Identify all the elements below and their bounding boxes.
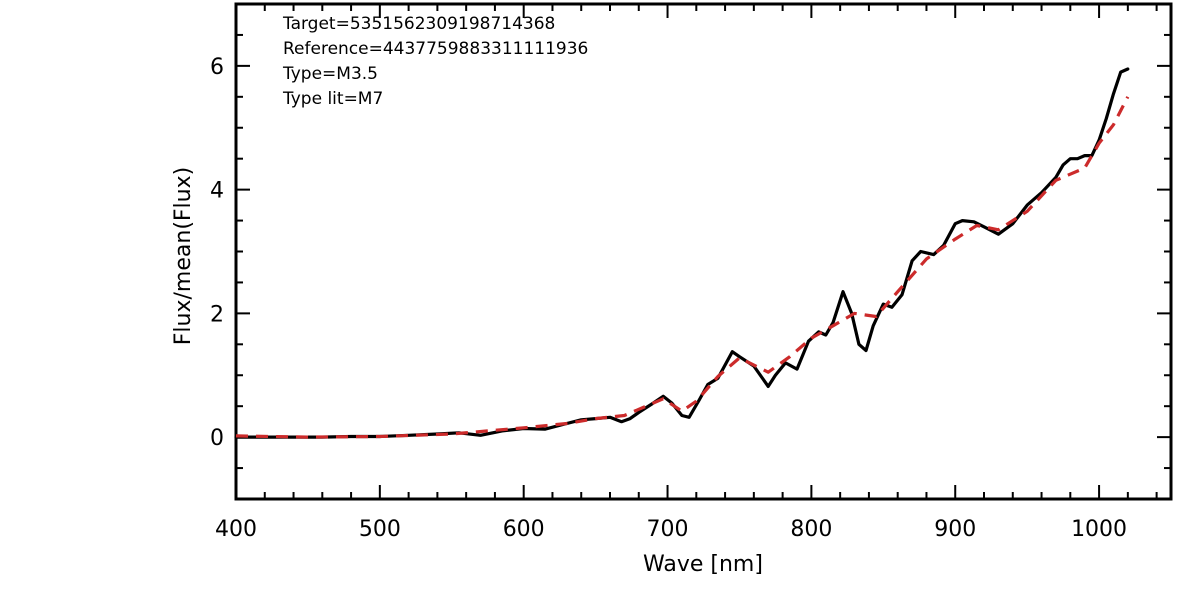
x-tick-label: 400: [215, 517, 257, 542]
x-tick-label: 600: [503, 517, 545, 542]
annotation-line: Target=5351562309198714368: [282, 14, 555, 34]
x-tick-label: 800: [790, 517, 832, 542]
tick-marks: [235, 3, 1171, 500]
annotation-line: Reference=4437759883311111936: [283, 39, 588, 59]
x-tick-labels: 400 500 600 700 800 900 1000: [215, 517, 1127, 542]
x-tick-label: 1000: [1071, 517, 1127, 542]
y-axis-title: Flux/mean(Flux): [171, 167, 196, 345]
annotation-line: Type=M3.5: [282, 64, 378, 84]
series-lines: [234, 67, 1130, 439]
reference-spectrum-line: [235, 96, 1130, 439]
y-tick-label: 0: [210, 426, 224, 451]
annotations: Target=5351562309198714368 Reference=4437…: [282, 14, 588, 109]
target-spectrum-line: [234, 67, 1130, 439]
x-tick-label: 900: [934, 517, 976, 542]
x-tick-label: 500: [359, 517, 401, 542]
y-tick-label: 4: [210, 179, 224, 204]
y-tick-label: 6: [210, 55, 224, 80]
y-tick-label: 2: [210, 302, 224, 327]
x-axis-title: Wave [nm]: [643, 552, 763, 577]
x-tick-label: 700: [647, 517, 689, 542]
y-tick-labels: 0 2 4 6: [210, 55, 224, 451]
annotation-line: Type lit=M7: [282, 89, 383, 109]
